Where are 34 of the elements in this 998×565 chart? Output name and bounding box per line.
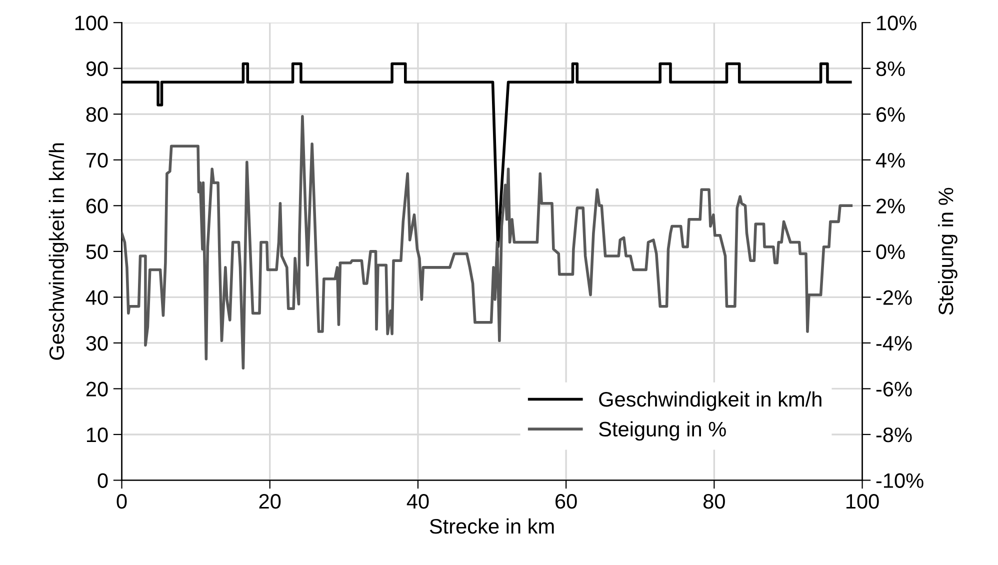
y-tick-label: 50 <box>86 244 108 260</box>
x-tick-label: 20 <box>259 494 281 509</box>
y-tick-label: 0 <box>98 473 108 488</box>
x-tick-label: 80 <box>703 494 725 509</box>
y2-tick-label: 6% <box>876 107 905 122</box>
y-tick-label: 30 <box>86 336 108 351</box>
y-tick-label: 40 <box>86 290 108 305</box>
y2-tick-label: -10% <box>876 473 924 488</box>
y2-tick-label: 4% <box>876 152 905 168</box>
y-tick-label: 100 <box>75 16 108 30</box>
line-series <box>122 115 853 370</box>
y2-tick-label: -2% <box>876 290 912 305</box>
y-tick-label: 60 <box>86 198 108 214</box>
y2-tick-label: 8% <box>876 61 905 76</box>
legend-label: Steigung in % <box>599 421 726 441</box>
y-tick-label: 70 <box>86 152 108 168</box>
y-tick-label: 20 <box>86 382 108 396</box>
y2-axis-title: Steigung in % <box>938 188 958 315</box>
y2-tick-label: 10% <box>877 16 916 30</box>
x-tick-label: 60 <box>556 494 577 509</box>
y-tick-label: 10 <box>86 427 108 442</box>
y2-tick-label: -6% <box>876 382 912 396</box>
legend-label: Geschwindigkeit in km/h <box>599 391 822 411</box>
y2-tick-label: 0% <box>876 244 905 260</box>
y2-tick-label: -8% <box>876 427 912 442</box>
y-tick-label: 80 <box>86 107 108 122</box>
y-tick-label: 90 <box>86 61 108 76</box>
y2-tick-label: -4% <box>876 336 912 351</box>
y2-tick-label: 2% <box>876 198 905 214</box>
x-tick-label: 100 <box>846 494 879 509</box>
x-axis-title: Strecke in km <box>430 518 554 534</box>
y-axis-title: Geschwindigkeit in kn/h <box>48 143 68 360</box>
x-tick-label: 40 <box>406 494 429 509</box>
x-tick-label: 0 <box>116 494 127 509</box>
